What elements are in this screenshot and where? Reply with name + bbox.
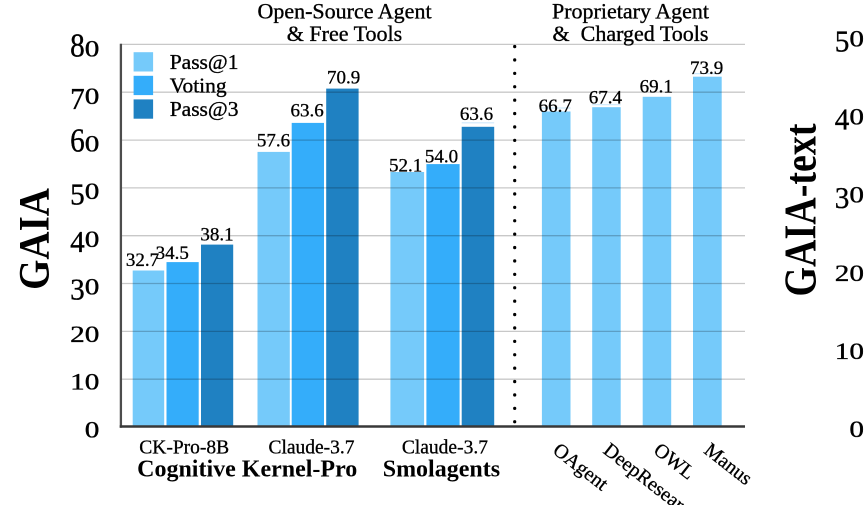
svg-text:Claude-3.7: Claude-3.7 [268,438,354,459]
svg-text:3: 3 [70,273,85,307]
svg-text:6: 6 [70,122,85,160]
svg-text:70.9: 70.9 [327,68,360,89]
svg-text:Smolagents: Smolagents [383,457,500,483]
svg-text:0: 0 [849,416,864,443]
svg-text:0: 0 [85,226,100,253]
svg-text:1: 1 [70,368,85,395]
svg-text:0: 0 [849,260,864,287]
svg-text:Proprietary Agent: Proprietary Agent [552,0,709,24]
svg-text:0: 0 [85,178,100,205]
svg-text:Pass@3: Pass@3 [170,97,239,121]
svg-text:0: 0 [85,130,100,157]
svg-text:Cognitive Kernel-Pro: Cognitive Kernel-Pro [137,457,357,483]
svg-text:57.6: 57.6 [257,131,290,152]
svg-text:63.6: 63.6 [290,101,323,122]
svg-text:7: 7 [70,82,85,116]
svg-text:0: 0 [85,321,100,348]
svg-text:GAIA: GAIA [10,188,58,290]
svg-text:Pass@1: Pass@1 [170,50,239,74]
svg-text:3: 3 [835,181,850,215]
svg-text:0: 0 [85,416,100,443]
svg-text:0: 0 [85,35,100,62]
svg-text:0: 0 [85,83,100,110]
svg-text:67.4: 67.4 [589,88,623,109]
svg-text:CK-Pro-8B: CK-Pro-8B [139,438,229,459]
svg-text:38.1: 38.1 [200,224,233,245]
svg-text:0: 0 [85,368,100,395]
svg-text:0: 0 [849,25,864,52]
svg-text:0: 0 [849,103,864,130]
svg-text:Voting: Voting [170,74,227,98]
svg-text:52.1: 52.1 [389,156,422,177]
svg-text:GAIA-text: GAIA-text [776,123,826,296]
svg-text:69.1: 69.1 [640,76,673,97]
svg-text:& Charged Tools: & Charged Tools [553,21,709,46]
svg-text:Open-Source Agent: Open-Source Agent [257,0,431,24]
svg-text:66.7: 66.7 [539,96,572,117]
svg-text:0: 0 [849,338,864,365]
svg-text:2: 2 [70,321,85,348]
svg-text:5: 5 [70,178,85,212]
svg-text:2: 2 [835,260,850,287]
svg-text:4: 4 [70,225,85,259]
svg-text:5: 5 [835,25,850,59]
svg-text:1: 1 [835,338,850,365]
svg-text:& Free Tools: & Free Tools [287,21,402,46]
svg-text:4: 4 [835,103,850,137]
svg-text:Claude-3.7: Claude-3.7 [402,438,488,459]
svg-text:0: 0 [85,273,100,300]
svg-text:0: 0 [849,181,864,208]
svg-text:54.0: 54.0 [425,146,458,167]
svg-text:63.6: 63.6 [460,104,493,125]
svg-text:73.9: 73.9 [690,58,723,79]
svg-text:8: 8 [70,26,85,64]
svg-text:34.5: 34.5 [156,243,189,264]
svg-text:32.7: 32.7 [126,250,159,271]
